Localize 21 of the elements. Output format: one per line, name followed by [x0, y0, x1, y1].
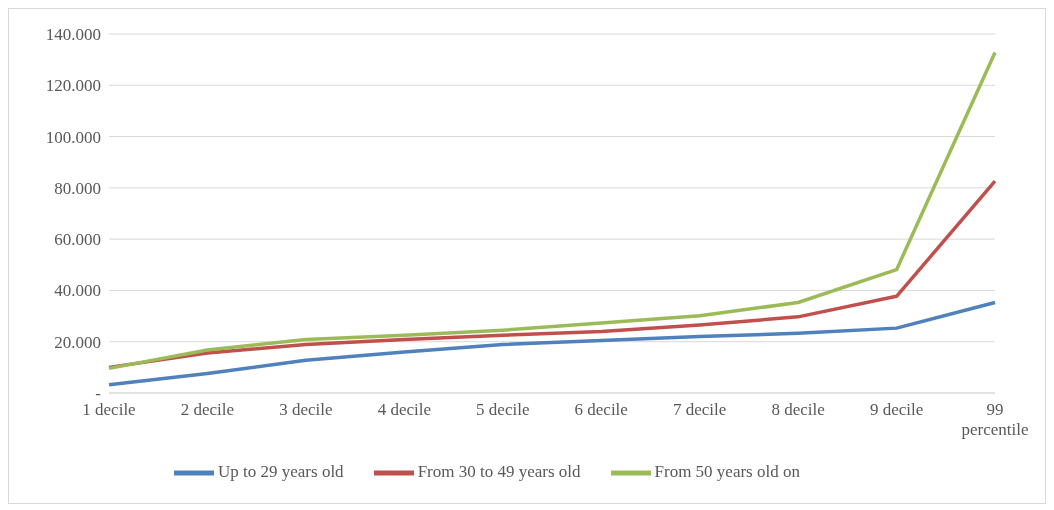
y-tick-label: 100.000 — [45, 127, 101, 147]
line-series — [107, 300, 997, 387]
x-tick-label: 99 percentile — [961, 400, 1029, 439]
x-tick-label: 4 decile — [377, 400, 432, 419]
y-tick-label: 60.000 — [54, 230, 101, 250]
x-tick-label: 3 decile — [279, 400, 333, 419]
x-tick-label: 9 decile — [869, 400, 924, 419]
y-tick-label: 80.000 — [54, 178, 101, 198]
y-tick-label: 20.000 — [54, 332, 101, 352]
y-tick-label: 40.000 — [54, 281, 101, 301]
y-tick-label: 140.000 — [45, 25, 101, 45]
legend-label: From 30 to 49 years old — [417, 461, 581, 481]
x-tick-label: 7 decile — [672, 400, 727, 419]
line-series — [107, 50, 997, 371]
x-tick-label: 8 decile — [771, 400, 825, 419]
x-tick-label: 6 decile — [574, 400, 628, 419]
y-tick-label: 120.000 — [45, 76, 101, 96]
legend-label: From 50 years old on — [654, 461, 800, 481]
x-tick-label: 5 decile — [476, 400, 530, 419]
legend-label: Up to 29 years old — [218, 461, 344, 481]
x-tick-label: 2 decile — [180, 400, 235, 419]
